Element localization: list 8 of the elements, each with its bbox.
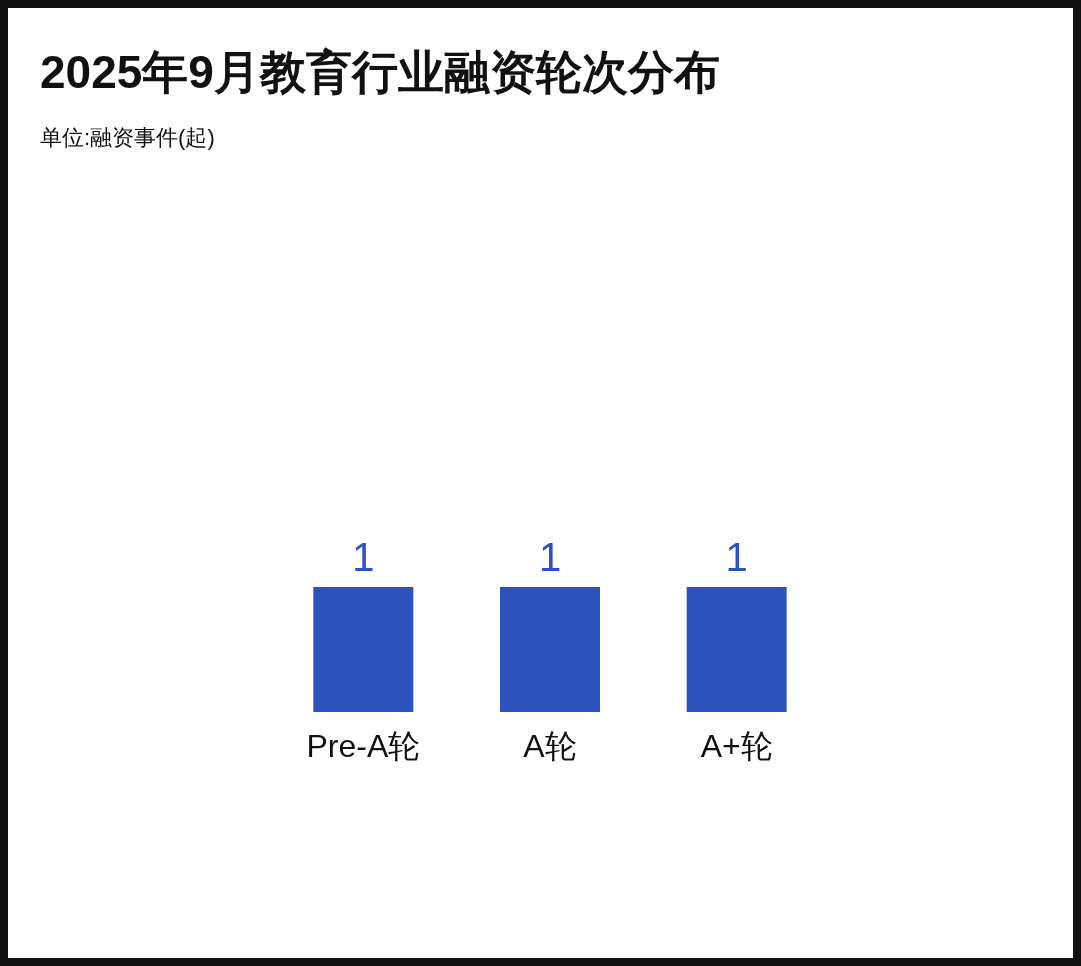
x-tick-label: Pre-A轮 — [306, 728, 421, 764]
x-tick-label: A轮 — [523, 728, 577, 764]
data-label: 1 — [725, 535, 748, 579]
data-label: 1 — [538, 535, 562, 579]
data-label: 1 — [352, 535, 375, 579]
chart-subtitle: 单位:融资事件(起) — [40, 125, 215, 150]
x-tick-label: A+轮 — [700, 728, 773, 764]
chart-title: 2025年9月教育行业融资轮次分布 — [40, 46, 720, 98]
